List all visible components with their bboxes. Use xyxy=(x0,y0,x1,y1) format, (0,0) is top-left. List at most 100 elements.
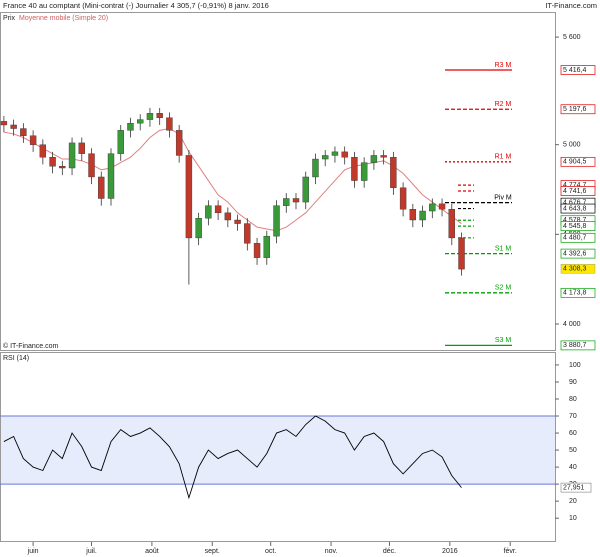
candle-body xyxy=(370,155,378,163)
level-label: 4 392,6 xyxy=(563,250,586,257)
candle-body xyxy=(419,210,426,221)
x-tick-label: sept. xyxy=(205,548,220,555)
candle-body xyxy=(156,113,163,118)
level-box xyxy=(560,65,596,75)
candle-body xyxy=(360,162,368,181)
level-label: 4 741,6 xyxy=(563,188,586,195)
panel-label: Prix xyxy=(3,15,16,22)
x-tick-label: nov. xyxy=(325,548,338,555)
candle-body xyxy=(458,237,465,270)
candle-body xyxy=(127,122,134,131)
pivot-name: S1 M xyxy=(495,245,512,252)
pivot-name: R2 M xyxy=(495,101,512,108)
credit: © IT-Finance.com xyxy=(3,342,59,350)
candle-body xyxy=(438,203,446,210)
price-panel xyxy=(0,12,556,351)
last-price-label: 4 308,3 xyxy=(563,266,586,273)
candle-body xyxy=(302,176,309,203)
candle-body xyxy=(88,153,95,178)
candle-body xyxy=(399,187,407,210)
candle-body xyxy=(166,117,173,131)
chart-title: France 40 au comptant (Mini-contrat (-) … xyxy=(3,1,269,10)
y-tick-label: 90 xyxy=(569,379,577,386)
candle-body xyxy=(107,153,115,199)
candle-body xyxy=(10,124,17,129)
last-price-box xyxy=(560,263,596,274)
level-label: 4 904,5 xyxy=(563,159,586,166)
candle-body xyxy=(253,243,261,258)
y-tick-label: 100 xyxy=(569,362,581,369)
candle-body xyxy=(312,158,319,178)
y-tick-label: 10 xyxy=(569,515,577,522)
level-box xyxy=(560,287,596,298)
source: IT-Finance.com xyxy=(545,1,597,10)
candle-body xyxy=(429,203,436,212)
rsi-line xyxy=(3,415,462,500)
x-tick-label: juil. xyxy=(85,548,97,555)
candle-body xyxy=(185,155,193,239)
y-tick-label: 5 000 xyxy=(563,142,581,149)
candle-body xyxy=(214,205,222,214)
level-label: 4 774,7 xyxy=(563,182,586,189)
candle-body xyxy=(146,113,154,120)
y-tick-label: 40 xyxy=(569,464,577,471)
x-tick-label: 2016 xyxy=(442,548,458,555)
level-box xyxy=(560,232,596,243)
level-label: 4 643,8 xyxy=(563,205,586,212)
candle-body xyxy=(273,205,280,237)
level-label: 3 880,7 xyxy=(563,342,586,349)
candle-body xyxy=(68,142,76,169)
candle-body xyxy=(448,209,455,239)
y-tick-label: 5 600 xyxy=(563,34,581,41)
y-tick-label: 70 xyxy=(569,413,577,420)
level-label: 4 676,7 xyxy=(563,200,586,207)
level-box xyxy=(560,248,596,259)
level-label: 4 173,8 xyxy=(563,290,586,297)
candle-body xyxy=(283,198,290,206)
level-box xyxy=(560,186,596,196)
candle-body xyxy=(341,151,348,158)
pivot-name: S2 M xyxy=(495,285,512,292)
x-tick-label: oct. xyxy=(265,548,276,555)
candle-body xyxy=(331,151,339,156)
candle-body xyxy=(0,121,8,126)
x-tick-label: déc. xyxy=(383,548,396,555)
candle-body xyxy=(20,128,27,136)
candle-body xyxy=(98,176,105,199)
level-box xyxy=(560,156,596,167)
y-tick-label: 80 xyxy=(569,396,577,403)
candle-body xyxy=(117,130,124,154)
candle-body xyxy=(224,212,232,221)
candle-body xyxy=(39,144,47,158)
candle-body xyxy=(390,157,397,188)
panel-label: RSI (14) xyxy=(3,355,29,362)
level-box xyxy=(560,340,596,351)
level-label: 4 480,7 xyxy=(563,235,586,242)
candle-body xyxy=(59,166,66,169)
candle-body xyxy=(175,130,183,156)
candle-body xyxy=(195,218,202,239)
last-rsi-box xyxy=(560,482,592,493)
pivot-name: Piv M xyxy=(494,195,512,202)
candle-body xyxy=(234,219,241,224)
candle-body xyxy=(409,209,417,221)
candle-body xyxy=(351,157,358,181)
y-tick-label: 4 000 xyxy=(563,321,581,328)
legend-entry: Moyenne mobile (Simple 20) xyxy=(19,15,108,22)
x-tick-label: août xyxy=(145,548,159,555)
level-box xyxy=(560,104,596,115)
candle-body xyxy=(137,119,144,124)
y-tick-label: 50 xyxy=(569,447,577,454)
level-label: 5 197,6 xyxy=(563,106,586,113)
candle-body xyxy=(292,198,300,203)
level-label: 4 578,7 xyxy=(563,217,586,224)
candle-body xyxy=(49,157,56,167)
candle-body xyxy=(380,155,387,158)
candle-body xyxy=(244,223,251,244)
moving-average xyxy=(3,128,462,232)
level-label: 4 545,8 xyxy=(563,223,586,230)
x-tick-label: févr. xyxy=(504,548,517,555)
level-box xyxy=(560,203,596,214)
candle-body xyxy=(78,142,85,154)
